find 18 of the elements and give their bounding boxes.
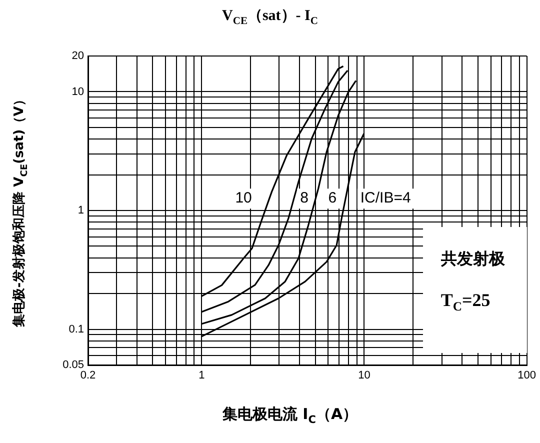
annotation: 6 — [328, 190, 337, 207]
x-tick-label: 10 — [358, 370, 370, 382]
x-tick-label: 1 — [198, 370, 205, 382]
annotation: 10 — [235, 190, 252, 207]
note-box: 共发射极 T$_{C}$=25 — [422, 227, 527, 353]
y-tick-label: 0.05 — [62, 359, 84, 372]
chart-title: V$_{CE}$（sat）- I$_{C}$ — [221, 7, 319, 27]
annotation: 共发射极 — [440, 249, 506, 270]
annotation: IC/IB=4 — [360, 190, 411, 207]
annotation: 8 — [300, 190, 308, 207]
y-tick-label: 10 — [72, 86, 84, 98]
y-tick-label: 20 — [72, 50, 84, 62]
annotation: T$_{C}$=25 — [440, 290, 492, 315]
y-tick-label: 1 — [78, 204, 84, 217]
x-tick-label: 0.2 — [80, 370, 96, 382]
x-tick-label: 100 — [518, 370, 536, 382]
x-axis-title: 集电极电流 I$_{C}$（A） — [221, 405, 359, 426]
y-tick-label: 0.1 — [68, 323, 84, 336]
